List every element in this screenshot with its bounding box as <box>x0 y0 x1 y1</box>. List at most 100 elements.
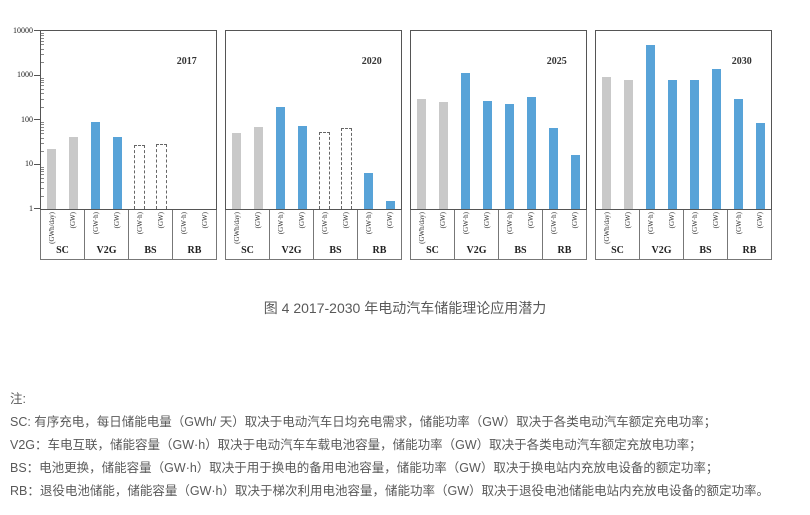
unit-label-row: (GW·h) (GW) <box>455 210 498 245</box>
label-cell-RB: (GW·h) (GW) RB <box>172 210 216 259</box>
group-label-SC: SC <box>426 245 439 257</box>
unit-label-row: (GWh/day) (GW) <box>41 210 84 245</box>
unit-label: (GWh/day) <box>47 212 56 244</box>
unit-label: (GW·h) <box>690 212 699 235</box>
chart-panel-2020: 2020 (GWh/day) (GW) SC (GW·h) (GW) V2G (GW·h) (G… <box>225 30 402 260</box>
axis-label-table-2017: (GWh/day) (GW) SC (GW·h) (GW) V2G (GW·h) (GW) BS… <box>40 210 217 260</box>
bar-2025-SC-0 <box>417 99 427 209</box>
label-cell-V2G: (GW·h) (GW) V2G <box>84 210 128 259</box>
label-cell-BS: (GW·h) (GW) BS <box>683 210 727 259</box>
bar-group-2020-V2G <box>270 31 314 209</box>
y-minor-tick <box>41 129 44 131</box>
year-label-2017: 2017 <box>176 56 197 67</box>
bar-2030-RB-0 <box>733 98 743 209</box>
bar-2025-BS-1 <box>526 96 536 209</box>
y-minor-tick <box>41 151 44 153</box>
y-minor-tick <box>41 171 44 173</box>
label-cell-V2G: (GW·h) (GW) V2G <box>639 210 683 259</box>
plot-area-2025: 2025 <box>410 30 587 210</box>
y-minor-tick <box>41 133 44 135</box>
bar-2025-BS-0 <box>504 103 514 209</box>
unit-label: (GW) <box>386 212 395 229</box>
bar-2030-RB-1 <box>755 123 765 209</box>
unit-label: (GW) <box>668 212 677 229</box>
bar-group-2030-V2G <box>640 31 684 209</box>
y-tick-label-100: 100 <box>21 114 33 124</box>
bar-2020-V2G-1 <box>298 126 308 209</box>
y-tick-mark <box>34 208 40 209</box>
y-minor-tick <box>41 195 44 197</box>
unit-label: (GW·h) <box>734 212 743 235</box>
bar-2030-V2G-0 <box>646 45 656 209</box>
y-minor-tick <box>41 33 44 35</box>
unit-label-row: (GW·h) (GW) <box>173 210 216 245</box>
bar-2025-RB-0 <box>548 128 558 209</box>
unit-label: (GW) <box>157 212 166 229</box>
note-line-rb: RB：退役电池储能，储能容量（GW·h）取决于梯次利用电池容量，储能功率（GW）… <box>10 484 770 498</box>
unit-label: (GW) <box>298 212 307 229</box>
unit-label-row: (GW·h) (GW) <box>85 210 128 245</box>
bar-2017-BS-1 <box>155 143 167 209</box>
unit-label-row: (GWh/day) (GW) <box>226 210 269 245</box>
group-label-RB: RB <box>372 245 387 257</box>
unit-label: (GW·h) <box>276 212 285 235</box>
y-minor-tick <box>41 168 44 170</box>
unit-label: (GW) <box>201 212 210 229</box>
group-label-SC: SC <box>241 245 254 257</box>
label-cell-V2G: (GW·h) (GW) V2G <box>454 210 498 259</box>
y-minor-tick <box>41 35 44 37</box>
y-minor-tick <box>41 143 44 145</box>
figure-caption: 图 4 2017-2030 年电动汽车储能理论应用潜力 <box>263 300 547 316</box>
unit-label: (GW) <box>756 212 765 229</box>
unit-label: (GW) <box>571 212 580 229</box>
group-label-V2G: V2G <box>651 245 672 257</box>
unit-label: (GW·h) <box>646 212 655 235</box>
notes-heading: 注: <box>10 392 26 406</box>
unit-label-row: (GW·h) (GW) <box>270 210 313 245</box>
unit-label: (GWh/day) <box>602 212 611 244</box>
note-line-v2g: V2G：车电互联，储能容量（GW·h）取决于电动汽车车载电池容量，储能功率（GW… <box>10 438 702 452</box>
bar-2020-SC-0 <box>232 133 242 209</box>
chart-panel-2025: 2025 (GWh/day) (GW) SC (GW·h) (GW) V2G (GW·h) (G… <box>410 30 587 260</box>
label-cell-BS: (GW·h) (GW) BS <box>128 210 172 259</box>
bar-group-2025-SC <box>411 31 455 209</box>
plot-area-2030: 2030 <box>595 30 772 210</box>
y-minor-tick <box>41 77 44 79</box>
y-minor-tick <box>41 124 44 126</box>
unit-label-row: (GW·h) (GW) <box>499 210 542 245</box>
unit-label: (GW) <box>439 212 448 229</box>
group-label-V2G: V2G <box>96 245 117 257</box>
group-label-RB: RB <box>557 245 572 257</box>
y-minor-tick <box>41 88 44 90</box>
year-label-2020: 2020 <box>361 56 382 67</box>
y-tick-label-1: 1 <box>29 203 33 213</box>
unit-label: (GW) <box>624 212 633 229</box>
y-axis: 10000 1000 100 10 1 <box>0 0 40 270</box>
y-minor-tick <box>41 137 44 139</box>
axis-label-table-2020: (GWh/day) (GW) SC (GW·h) (GW) V2G (GW·h) (GW) BS… <box>225 210 402 260</box>
y-tick-label-1000: 1000 <box>17 70 33 79</box>
unit-label-row: (GW·h) (GW) <box>543 210 586 245</box>
y-minor-tick <box>41 82 44 84</box>
unit-label: (GW) <box>113 212 122 229</box>
bar-group-2020-BS <box>314 31 358 209</box>
group-label-RB: RB <box>187 245 202 257</box>
bar-2020-SC-1 <box>254 126 264 209</box>
axis-label-table-2025: (GWh/day) (GW) SC (GW·h) (GW) V2G (GW·h) (GW) BS… <box>410 210 587 260</box>
label-cell-SC: (GWh/day) (GW) SC <box>411 210 454 259</box>
y-minor-tick <box>41 166 44 168</box>
y-tick-mark <box>34 30 40 31</box>
year-label-2030: 2030 <box>731 56 752 67</box>
unit-label: (GW·h) <box>135 212 144 235</box>
group-label-BS: BS <box>699 245 712 257</box>
unit-label-row: (GW·h) (GW) <box>314 210 357 245</box>
unit-label: (GW·h) <box>320 212 329 235</box>
chart-panel-2030: 2030 (GWh/day) (GW) SC (GW·h) (GW) V2G (GW·h) (G… <box>595 30 772 260</box>
year-label-2025: 2025 <box>546 56 567 67</box>
unit-label: (GW·h) <box>91 212 100 235</box>
y-minor-tick <box>41 62 44 64</box>
label-cell-RB: (GW·h) (GW) RB <box>727 210 771 259</box>
bar-group-2025-V2G <box>455 31 499 209</box>
bar-2025-RB-1 <box>570 155 580 209</box>
bar-2030-V2G-1 <box>668 79 678 209</box>
